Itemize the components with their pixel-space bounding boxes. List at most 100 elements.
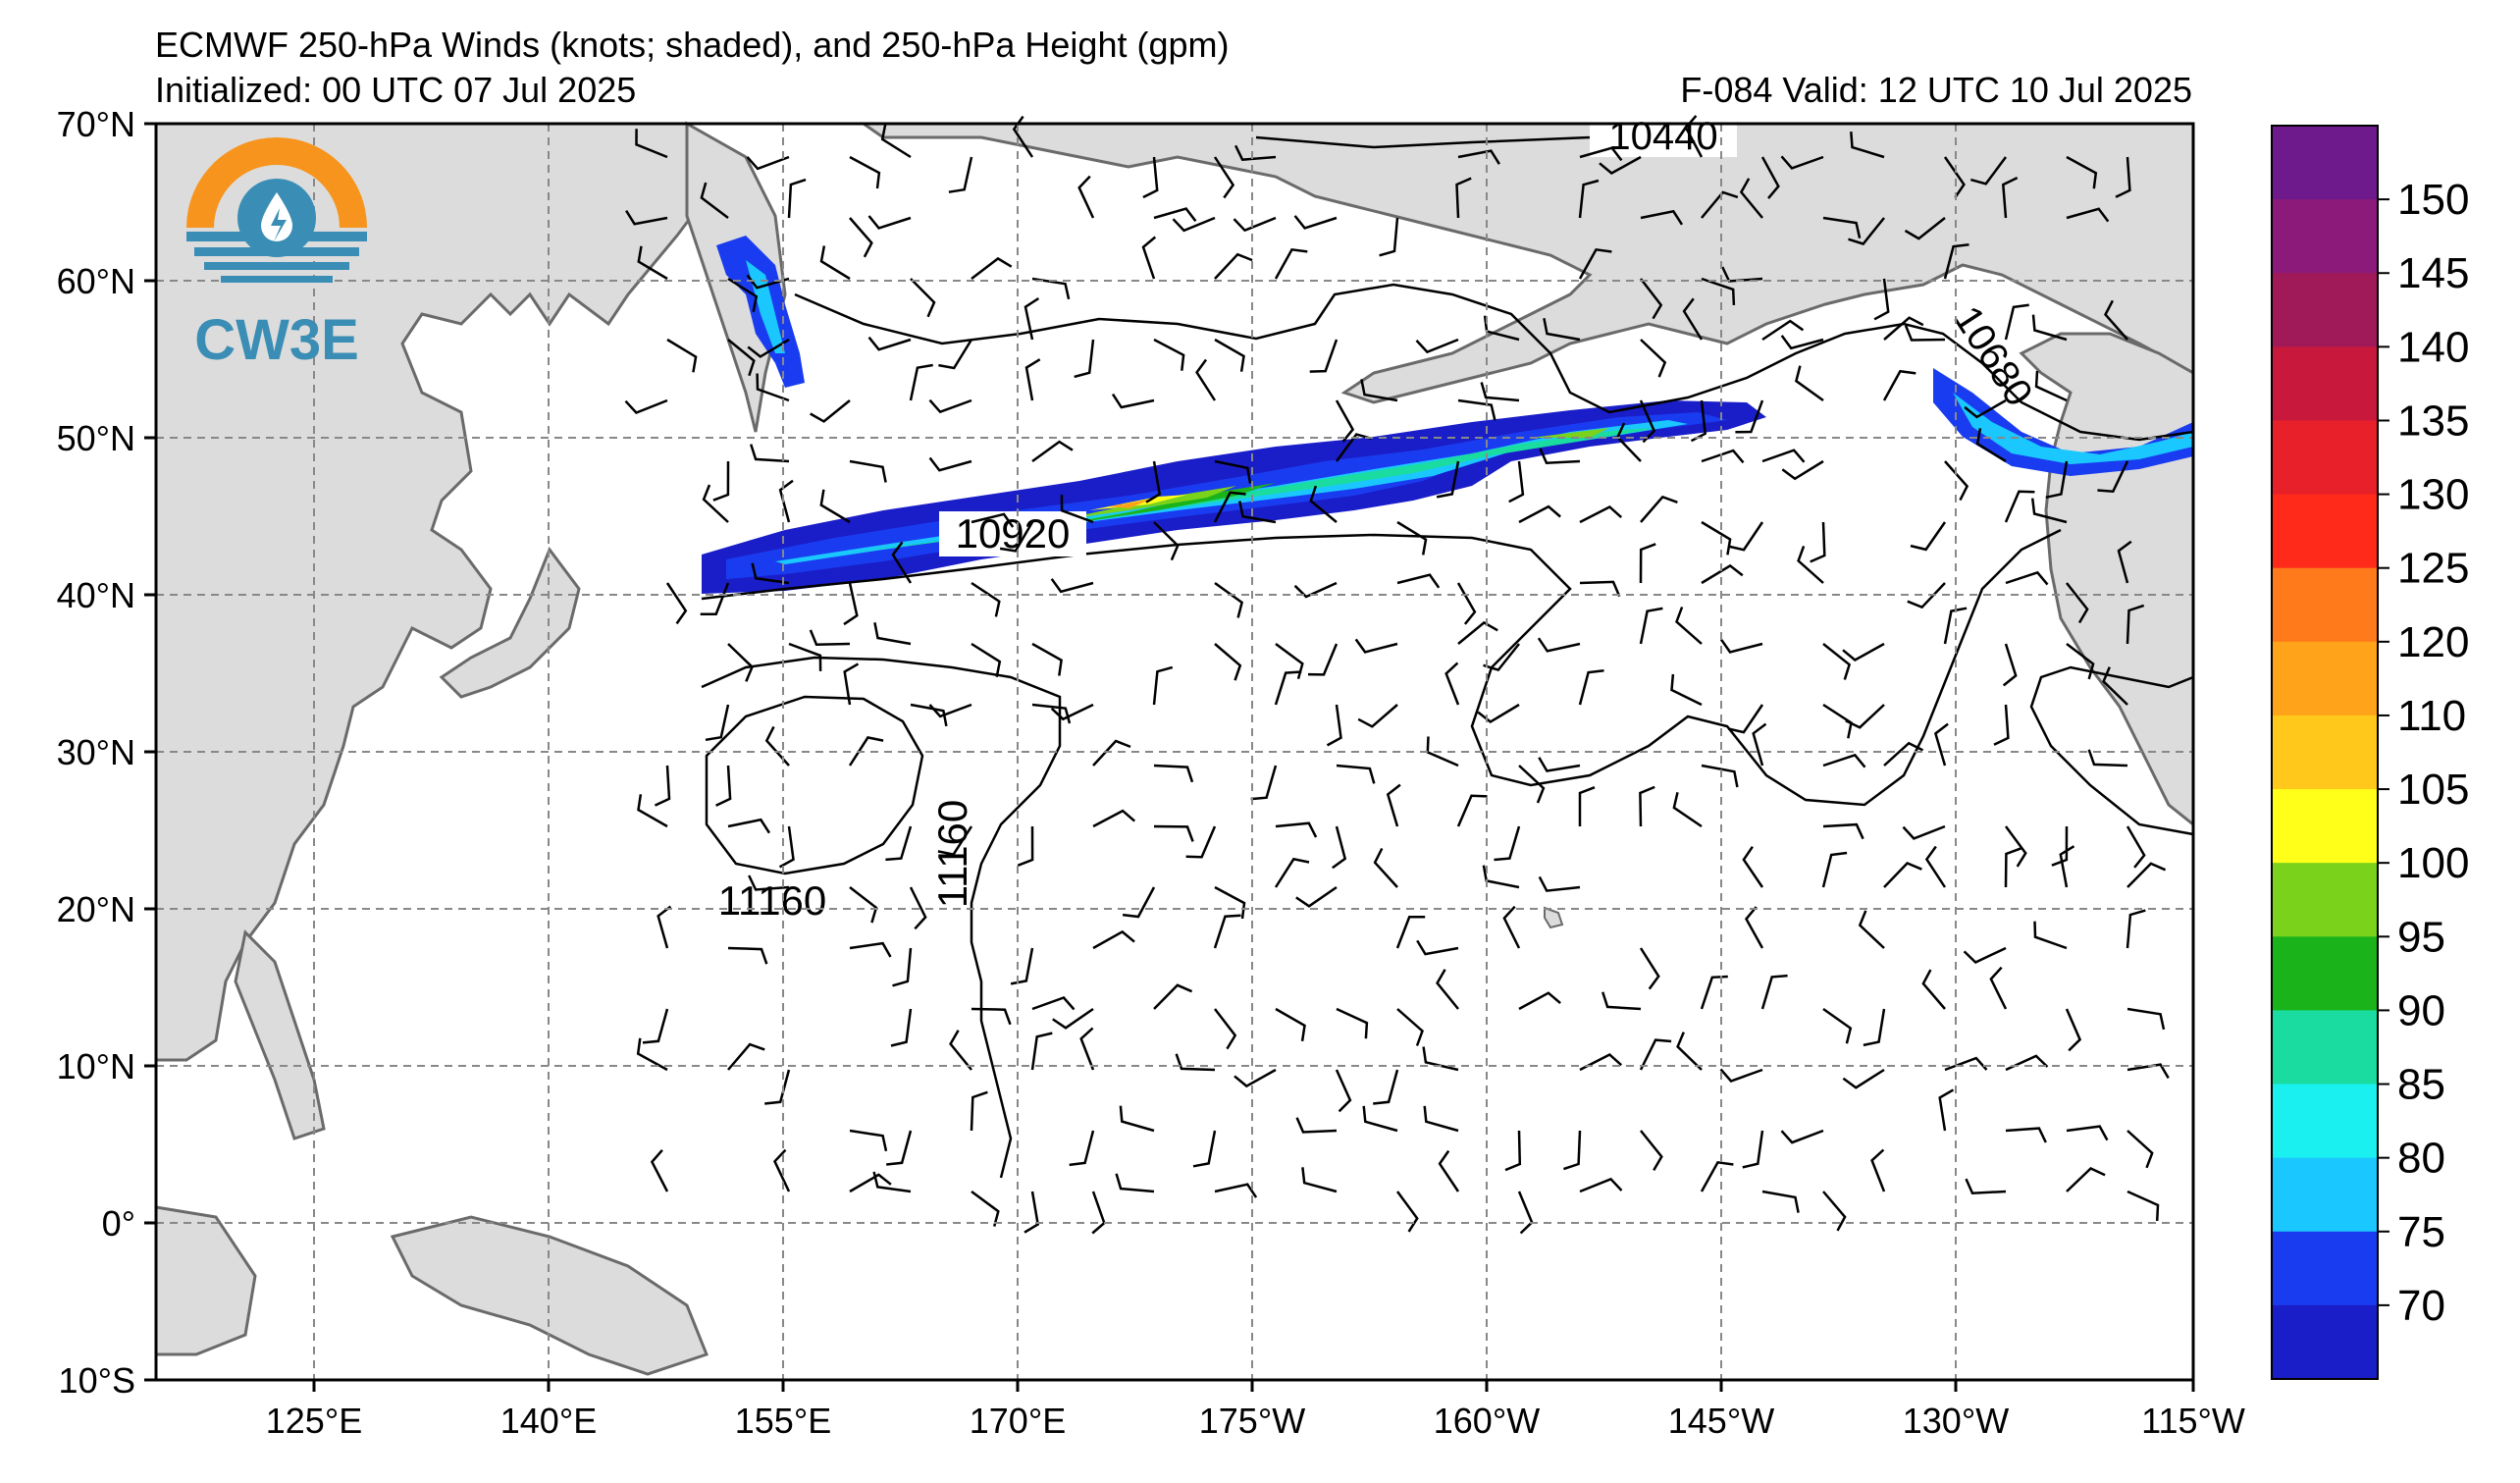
colorbar-tick-label: 90 xyxy=(2397,986,2445,1034)
wind-barb xyxy=(1031,703,1072,724)
wind-barb xyxy=(1822,643,1852,680)
wind-barb xyxy=(1924,845,1947,888)
wind-barb xyxy=(1518,991,1561,1011)
wind-barb xyxy=(1579,504,1623,524)
wind-barb xyxy=(1153,338,1185,371)
wind-barb xyxy=(1274,857,1310,888)
wind-barb xyxy=(1870,1148,1886,1192)
wind-barb xyxy=(849,217,873,258)
wind-barb xyxy=(885,825,913,862)
wind-barb xyxy=(1142,156,1159,199)
colorbar-swatch xyxy=(2272,1304,2378,1380)
wind-barb xyxy=(746,155,790,171)
colorbar-tick-label: 70 xyxy=(2397,1282,2445,1330)
colorbar-tick-label: 150 xyxy=(2397,176,2469,224)
wind-barb xyxy=(1850,132,1885,159)
wind-barb xyxy=(1213,156,1235,199)
wind-barb xyxy=(1141,236,1157,280)
wind-barb xyxy=(1396,520,1428,556)
wind-barb xyxy=(910,703,948,727)
wind-barb xyxy=(1111,393,1155,409)
wind-barb xyxy=(1910,521,1947,552)
lon-label: 145°W xyxy=(1668,1401,1774,1441)
wind-barb xyxy=(2066,207,2110,223)
colorbar-swatch xyxy=(2272,1231,2378,1306)
lon-label: 125°E xyxy=(266,1401,362,1441)
wind-barb xyxy=(1640,209,1684,226)
wind-barb xyxy=(938,339,973,370)
wind-barb xyxy=(1415,338,1459,354)
wind-barb xyxy=(2004,303,2029,341)
wind-barb xyxy=(1742,845,1764,888)
wind-barb xyxy=(1993,704,2010,746)
wind-barb xyxy=(1357,704,1398,728)
contour-label-10440: 10440 xyxy=(1608,115,1717,158)
wind-barb xyxy=(1822,1007,1853,1044)
colorbar-labels: 150 145 140 135 130 125 120 110 105 100 95 90 85 80 75… xyxy=(2397,176,2469,1330)
wind-barb xyxy=(1336,1007,1369,1039)
wind-barb xyxy=(928,398,972,414)
wind-barb xyxy=(1275,821,1318,838)
colorbar-swatch xyxy=(2272,199,2378,274)
wind-barb xyxy=(1701,449,1745,464)
colorbar-swatch xyxy=(2272,715,2378,790)
colorbar-tick-label: 95 xyxy=(2397,913,2445,961)
wind-barb xyxy=(1214,643,1242,681)
wind-barb xyxy=(810,399,851,423)
wind-barb xyxy=(1761,319,1805,342)
colorbar-swatch xyxy=(2272,641,2378,716)
colorbar xyxy=(2271,125,2389,1380)
wind-barb xyxy=(1214,1008,1237,1050)
wind-barb xyxy=(1250,765,1278,801)
wind-barb xyxy=(1436,460,1460,499)
wind-barb xyxy=(1373,1069,1399,1105)
wind-barb xyxy=(666,338,698,373)
wind-barb xyxy=(1233,216,1277,233)
wind-barb xyxy=(1012,115,1034,158)
wind-barb xyxy=(2126,825,2146,869)
colorbar-tick-label: 80 xyxy=(2397,1135,2445,1183)
wind-barb xyxy=(1700,975,1728,1010)
wind-barb xyxy=(2115,156,2131,198)
wind-barb xyxy=(1563,1130,1582,1171)
colorbar-tick-label: 120 xyxy=(2397,618,2469,666)
wind-barb xyxy=(705,704,730,742)
valid-time-label: F-084 Valid: 12 UTC 10 Jul 2025 xyxy=(1680,70,2192,110)
wind-barb xyxy=(1537,637,1581,653)
colorbar-tick-label: 110 xyxy=(2397,692,2466,740)
wind-barb xyxy=(1494,825,1521,862)
wind-barb xyxy=(764,1069,791,1105)
wind-barb xyxy=(849,1129,888,1152)
contour-label-11160-a: 11160 xyxy=(718,877,827,924)
wind-barbs xyxy=(624,115,2170,1235)
wind-barb xyxy=(1842,642,1885,662)
wind-barb xyxy=(1079,1027,1095,1071)
wind-barb xyxy=(872,1171,912,1193)
wind-barb xyxy=(1477,703,1520,724)
latitude-labels: 70°N 60°N 50°N 40°N 30°N 20°N 10°N 0° 10… xyxy=(57,104,135,1401)
wind-barb xyxy=(1153,764,1194,783)
wind-barb xyxy=(2034,370,2068,402)
wind-barb xyxy=(849,1173,892,1193)
wind-barb xyxy=(1760,974,1788,1010)
wind-barb xyxy=(1579,1052,1623,1072)
wind-barb xyxy=(2126,1190,2160,1221)
wind-barb xyxy=(1821,851,1848,888)
wind-barb xyxy=(2030,498,2068,524)
wind-barb xyxy=(1122,886,1156,919)
wind-barb xyxy=(1060,495,1094,524)
wind-barb xyxy=(937,825,973,856)
wind-barb xyxy=(1295,1117,1338,1134)
lat-label: 0° xyxy=(102,1203,135,1244)
wind-barb xyxy=(1185,825,1217,859)
wind-barb xyxy=(2102,666,2128,706)
wind-barb xyxy=(1989,966,2008,1010)
wind-barb xyxy=(1700,1160,1734,1192)
wind-barb xyxy=(1030,1032,1053,1071)
wind-barb xyxy=(1234,144,1277,162)
wind-barb xyxy=(1599,155,1642,176)
wind-barb xyxy=(2045,460,2069,500)
wind-barb xyxy=(1684,115,1704,158)
wind-barb xyxy=(1640,339,1667,378)
colorbar-tick-label: 145 xyxy=(2397,249,2469,297)
